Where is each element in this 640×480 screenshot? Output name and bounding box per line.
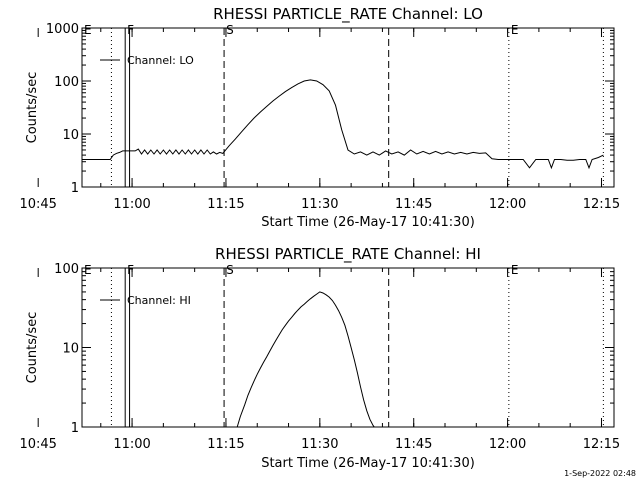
chart-title: RHESSI PARTICLE_RATE Channel: HI [215, 245, 481, 264]
event-marker-label: F [127, 23, 134, 37]
y-tick-label: 1 [71, 421, 79, 436]
event-marker-label: E [84, 263, 92, 277]
x-tick-label: 12:15 [583, 197, 620, 212]
event-marker-label: E [511, 23, 519, 37]
event-marker-label: E [511, 263, 519, 277]
event-marker-label: E [84, 23, 92, 37]
y-tick-label: 1 [71, 181, 79, 196]
x-axis-label: Start Time (26-May-17 10:41:30) [261, 215, 475, 230]
y-tick-label: 100 [54, 75, 79, 90]
panel-lo: RHESSI PARTICLE_RATE Channel: LO 10:45 11:… [19, 5, 620, 230]
series-line [82, 79, 604, 170]
y-tick-label: 1000 [46, 22, 79, 37]
x-tick-label: 10:45 [19, 437, 56, 452]
y-tick-label: 100 [54, 262, 79, 277]
y-axis-label: Counts/sec [25, 72, 40, 144]
panel-hi: RHESSI PARTICLE_RATE Channel: HI 10:45 11:… [19, 245, 620, 471]
x-tick-label: 11:00 [113, 197, 150, 212]
event-marker-label: F [127, 263, 134, 277]
x-tick-label: 11:30 [301, 197, 338, 212]
x-tick-label: 11:15 [207, 197, 244, 212]
x-tick-label: 11:45 [395, 437, 432, 452]
x-tick-label: 12:00 [489, 437, 526, 452]
x-tick-label: 12:15 [583, 437, 620, 452]
x-tick-label: 11:45 [395, 197, 432, 212]
x-tick-label: 11:30 [301, 437, 338, 452]
x-axis-label: Start Time (26-May-17 10:41:30) [261, 456, 475, 471]
legend-label: Channel: HI [127, 294, 191, 307]
legend-label: Channel: LO [127, 54, 194, 67]
y-axis-label: Counts/sec [25, 312, 40, 384]
series-line [236, 291, 375, 427]
y-tick-label: 10 [62, 128, 79, 143]
x-tick-label: 12:00 [489, 197, 526, 212]
y-tick-label: 10 [62, 342, 79, 357]
plot-frame [81, 267, 615, 428]
plot-timestamp: 1-Sep-2022 02:48 [564, 469, 636, 478]
x-tick-label: 10:45 [19, 197, 56, 212]
event-marker-label: S [226, 263, 234, 277]
chart-title: RHESSI PARTICLE_RATE Channel: LO [213, 5, 483, 24]
event-marker-label: S [226, 23, 234, 37]
plot-frame [81, 27, 615, 188]
x-tick-label: 11:00 [113, 437, 150, 452]
x-tick-label: 11:15 [207, 437, 244, 452]
